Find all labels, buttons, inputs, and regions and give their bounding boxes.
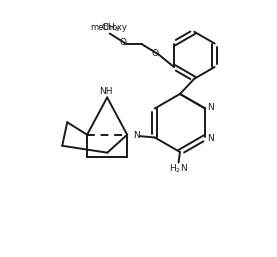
Text: N: N	[207, 103, 214, 112]
Text: methoxy: methoxy	[90, 23, 127, 32]
Text: NH: NH	[99, 87, 113, 96]
Text: N: N	[133, 131, 139, 140]
Text: CH$_3$: CH$_3$	[101, 21, 119, 34]
Text: O: O	[152, 49, 159, 58]
Text: O: O	[120, 39, 127, 48]
Text: H$_2$N: H$_2$N	[169, 162, 188, 175]
Text: N: N	[207, 134, 214, 143]
